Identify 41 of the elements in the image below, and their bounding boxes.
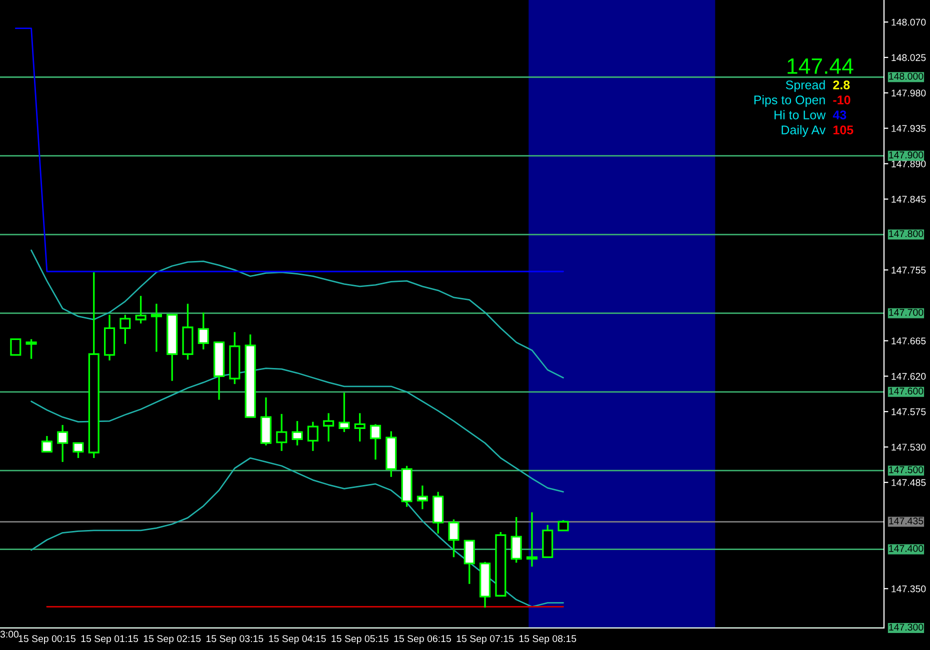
text: 3:00 <box>0 630 19 638</box>
y-tick-label: 147.755 <box>892 266 926 274</box>
annotation: 43 <box>832 110 846 120</box>
x-tick-label: 15 Sep 01:15 <box>81 635 138 644</box>
ref-line-label: 147.800 <box>889 230 924 238</box>
y-tick-label: 147.845 <box>892 196 926 203</box>
y-tick-label: 147.890 <box>892 160 926 168</box>
ref-line-label: 147.600 <box>889 388 924 395</box>
y-tick-label: 147.935 <box>892 125 926 132</box>
y-tick-label: 148.070 <box>892 18 926 26</box>
annotation: Daily Av <box>782 125 826 137</box>
ref-line-label: 147.435 <box>889 517 924 524</box>
x-tick-label: 15 Sep 03:15 <box>206 635 264 644</box>
x-tick-label: 15 Sep 06:15 <box>394 635 451 644</box>
x-tick-label: 15 Sep 00:15 <box>18 635 76 644</box>
ref-line-label: 147.700 <box>889 308 924 316</box>
y-tick-label: 147.665 <box>892 337 926 344</box>
x-tick-label: 15 Sep 05:15 <box>332 635 388 644</box>
x-tick-label: 15 Sep 07:15 <box>456 635 514 644</box>
ref-line-label: 148.000 <box>889 72 924 80</box>
x-tick-label: 15 Sep 04:15 <box>269 635 326 644</box>
x-tick-label: 15 Sep 02:15 <box>144 635 201 644</box>
ref-line-label: 147.500 <box>889 466 924 474</box>
y-tick-label: 147.620 <box>892 372 926 380</box>
annotation: Pips to Open <box>754 95 825 107</box>
annotation: Spread <box>786 80 825 92</box>
y-tick-label: 147.575 <box>892 408 926 416</box>
annotation: Hi to Low <box>774 110 826 120</box>
y-tick-label: 148.025 <box>892 54 926 62</box>
ref-line-label: 147.900 <box>889 152 924 158</box>
y-tick-label: 147.530 <box>892 444 926 451</box>
annotation: -10 <box>833 96 850 104</box>
annotation: 147.44 <box>788 58 854 74</box>
annotation: 105 <box>834 126 854 134</box>
ref-line-label: 147.400 <box>889 545 924 552</box>
x-tick-label: 15 Sep 08:15 <box>519 635 576 644</box>
ref-line-label: 147.300 <box>889 624 924 631</box>
annotation: 2.8 <box>833 80 850 90</box>
y-tick-label: 147.485 <box>892 479 926 486</box>
y-tick-label: 147.980 <box>892 90 926 96</box>
y-tick-label: 147.350 <box>892 585 926 592</box>
